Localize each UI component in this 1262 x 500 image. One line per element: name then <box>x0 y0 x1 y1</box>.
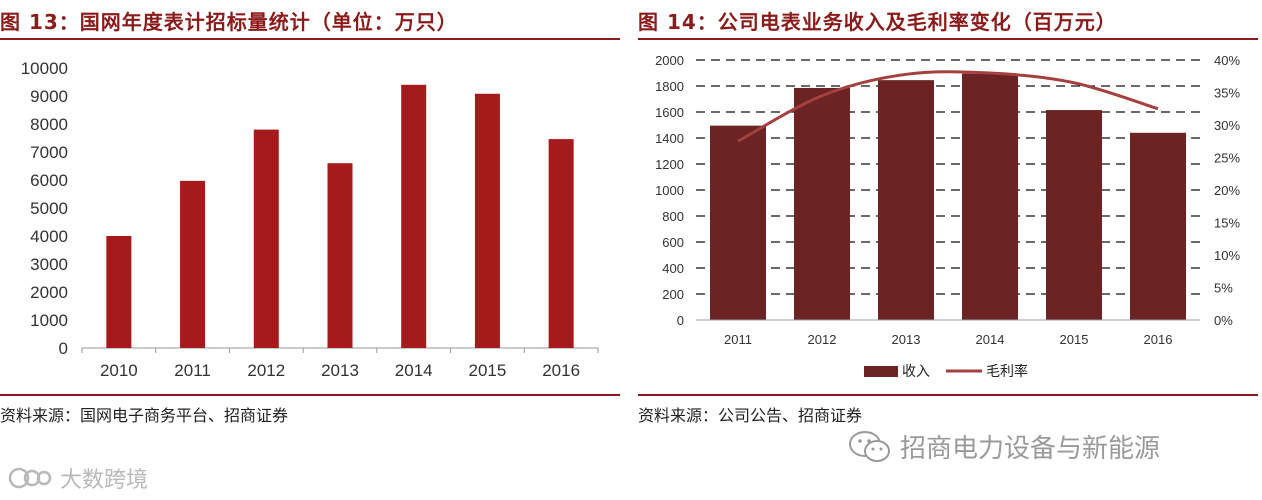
y-tick-label: 1800 <box>655 79 684 94</box>
y2-tick-label: 10% <box>1214 248 1240 263</box>
y-tick-label: 3000 <box>30 255 68 274</box>
brand-watermark: 大数跨境 <box>8 462 148 494</box>
bar-2010 <box>106 236 132 348</box>
y2-tick-label: 15% <box>1214 216 1240 231</box>
y-tick-label: 400 <box>662 261 684 276</box>
y-tick-label: 1200 <box>655 157 684 172</box>
y-tick-label: 1000 <box>655 183 684 198</box>
brand-watermark-text: 大数跨境 <box>60 468 149 493</box>
x-tick-label: 2016 <box>542 361 580 380</box>
legend-swatch-revenue <box>864 366 898 377</box>
y2-tick-label: 30% <box>1214 118 1240 133</box>
bar-2014 <box>962 73 1018 321</box>
x-tick-label: 2015 <box>469 361 507 380</box>
left-source-note: 资料来源：国网电子商务平台、招商证券 <box>0 406 289 425</box>
y-tick-label: 10000 <box>21 59 68 78</box>
y-tick-label: 200 <box>662 287 684 302</box>
y-tick-label: 2000 <box>655 53 684 68</box>
y2-tick-label: 0% <box>1214 313 1233 328</box>
left-source-rule <box>0 394 620 396</box>
x-tick-label: 2012 <box>808 332 837 347</box>
y-tick-label: 0 <box>59 339 68 358</box>
bar-2012 <box>794 87 850 320</box>
x-tick-label: 2010 <box>100 361 138 380</box>
right-chart-title: 图 14：公司电表业务收入及毛利率变化（百万元） <box>638 10 1117 34</box>
y2-tick-label: 40% <box>1214 53 1240 68</box>
right-chart-panel: 图 14：公司电表业务收入及毛利率变化（百万元） 0 200 400 600 800 10… <box>638 0 1262 430</box>
y2-tick-label: 25% <box>1214 151 1240 166</box>
y-tick-label: 6000 <box>30 171 68 190</box>
x-tick-label: 2016 <box>1144 332 1173 347</box>
bar-2013 <box>327 163 353 348</box>
right-combo-chart: 0 200 400 600 800 1000 1200 1400 1600 1800 2000 0% 5… <box>655 53 1240 379</box>
x-tick-label: 2012 <box>247 361 285 380</box>
y2-tick-label: 35% <box>1214 86 1240 101</box>
x-tick-label: 2015 <box>1060 332 1089 347</box>
x-tick-label: 2014 <box>395 361 433 380</box>
y2-tick-label: 20% <box>1214 183 1240 198</box>
y-tick-label: 800 <box>662 209 684 224</box>
y-tick-label: 7000 <box>30 143 68 162</box>
wechat-icon <box>849 430 890 462</box>
bar-2011 <box>180 180 206 348</box>
y-tick-label: 1600 <box>655 105 684 120</box>
x-tick-label: 2011 <box>724 332 752 347</box>
bar-2011 <box>710 125 766 321</box>
y-tick-label: 8000 <box>30 115 68 134</box>
y2-tick-label: 5% <box>1214 281 1233 296</box>
wechat-watermark-text: 招商电力设备与新能源 <box>900 434 1161 464</box>
legend-label-margin: 毛利率 <box>986 363 1028 379</box>
x-tick-label: 2014 <box>976 332 1005 347</box>
bar-2015 <box>474 93 500 348</box>
brand-logo-icon <box>8 467 52 489</box>
x-tick-label: 2011 <box>174 361 211 380</box>
left-chart-title: 图 13：国网年度表计招标量统计（单位：万只） <box>0 10 458 34</box>
bar-2014 <box>401 84 427 349</box>
y-tick-label: 5000 <box>30 199 68 218</box>
left-bar-chart: 0 1000 2000 3000 4000 5000 6000 7000 8000 9000 100… <box>21 59 599 380</box>
y-tick-label: 1000 <box>30 311 68 330</box>
right-source-note: 资料来源：公司公告、招商证券 <box>638 406 863 425</box>
x-tick-label: 2013 <box>321 361 359 380</box>
y-tick-label: 2000 <box>30 283 68 302</box>
bar-2015 <box>1046 110 1102 320</box>
bar-2012 <box>253 129 279 348</box>
y-tick-label: 4000 <box>30 227 68 246</box>
wechat-watermark: 招商电力设备与新能源 <box>848 428 1160 465</box>
left-title-rule <box>0 38 620 40</box>
right-title-rule <box>638 38 1258 40</box>
gross-margin-line <box>737 70 1159 143</box>
y-tick-label: 1400 <box>655 131 684 146</box>
bar-2016 <box>548 139 574 348</box>
bar-2016 <box>1130 132 1186 320</box>
y-tick-label: 600 <box>662 235 684 250</box>
right-source-rule <box>638 394 1258 396</box>
bar-2013 <box>878 80 934 321</box>
y-tick-label: 9000 <box>30 87 68 106</box>
legend-label-revenue: 收入 <box>902 363 930 379</box>
y-tick-label: 0 <box>677 313 684 328</box>
x-tick-label: 2013 <box>892 332 921 347</box>
left-chart-panel: 图 13：国网年度表计招标量统计（单位：万只） 0 1000 2000 3000 400… <box>0 0 620 430</box>
